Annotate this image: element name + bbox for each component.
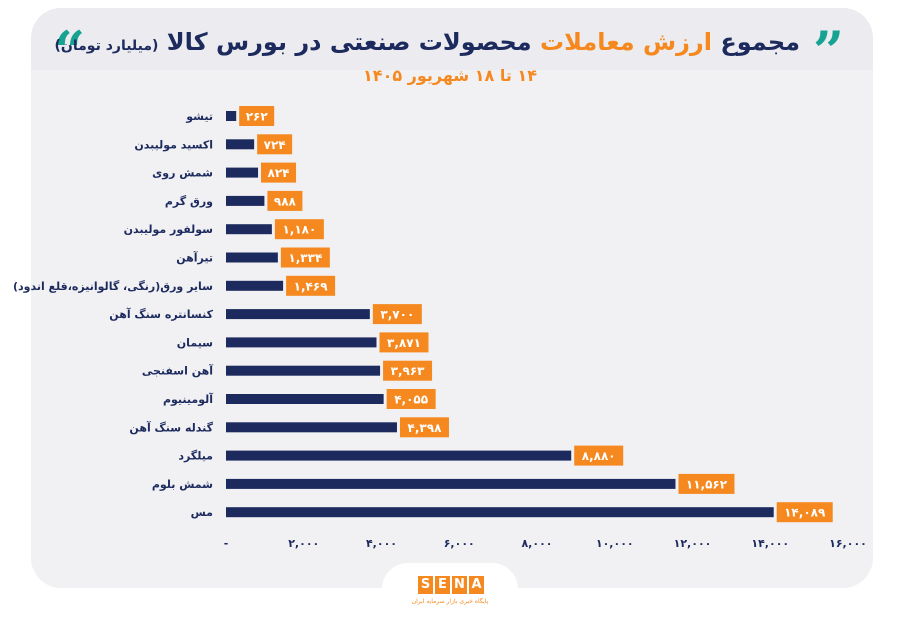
x-tick-label-7: ۱۴,۰۰۰ <box>751 537 789 550</box>
x-tick-label-1: ۲,۰۰۰ <box>288 537 319 550</box>
title-prefix: مجموع <box>720 28 800 56</box>
category-label-13: شمش بلوم <box>152 478 213 491</box>
logo-letter-n: N <box>452 576 467 594</box>
title-unit: (میلیارد تومان) <box>54 38 159 54</box>
header-band <box>31 8 873 70</box>
category-label-6: سایر ورق(رنگی، گالوانیزه،قلع اندود) <box>13 280 213 293</box>
bar-0 <box>226 111 237 121</box>
sena-logo: S E N A <box>418 576 484 594</box>
bar-12 <box>226 450 572 461</box>
category-label-12: میلگرد <box>178 450 213 463</box>
value-box-8 <box>379 332 429 353</box>
category-label-8: سیمان <box>177 336 213 349</box>
category-label-14: مس <box>191 506 213 519</box>
bar-13 <box>226 478 676 489</box>
value-box-4 <box>274 219 324 240</box>
bar-7 <box>226 309 370 320</box>
category-label-1: اکسید مولیبدن <box>134 138 213 151</box>
value-box-3 <box>267 190 303 211</box>
x-tick-label-6: ۱۲,۰۰۰ <box>674 537 712 550</box>
logo-letter-a: A <box>469 576 484 594</box>
value-box-12 <box>574 445 624 466</box>
value-label-4: ۱,۱۸۰ <box>282 223 316 237</box>
category-label-10: آلومینیوم <box>163 392 213 406</box>
value-label-9: ۳,۹۶۳ <box>391 364 426 378</box>
value-label-6: ۱,۴۶۹ <box>294 279 329 293</box>
title-rest: محصولات صنعتی در بورس کالا <box>166 28 532 56</box>
quote-open-icon: “ <box>54 24 86 64</box>
chart-subtitle: ۱۴ تا ۱۸ شهریور ۱۴۰۵ <box>363 66 537 85</box>
x-tick-label-2: ۴,۰۰۰ <box>366 537 397 550</box>
value-label-5: ۱,۳۳۴ <box>288 251 322 265</box>
quote-close-icon: ” <box>813 24 845 64</box>
value-box-10 <box>386 389 436 409</box>
x-tick-label-3: ۶,۰۰۰ <box>444 537 475 550</box>
x-tick-label-5: ۱۰,۰۰۰ <box>596 537 634 550</box>
logo-letter-s: S <box>418 576 433 594</box>
bar-11 <box>226 422 397 433</box>
value-box-6 <box>286 275 336 296</box>
value-label-10: ۴,۰۵۵ <box>394 393 428 407</box>
category-label-5: تیرآهن <box>176 251 213 265</box>
value-label-1: ۷۲۴ <box>264 138 286 152</box>
bar-5 <box>226 252 278 263</box>
category-label-9: آهن اسفنجی <box>142 364 213 378</box>
logo-tab <box>382 563 518 623</box>
value-label-13: ۱۱,۵۶۲ <box>686 477 728 491</box>
category-label-11: گندله سنگ آهن <box>129 420 213 434</box>
x-tick-label-8: ۱۶,۰۰۰ <box>829 537 867 550</box>
value-label-11: ۴,۳۹۸ <box>408 421 443 435</box>
category-label-2: شمش روی <box>152 167 213 180</box>
logo-letter-e: E <box>435 576 450 594</box>
bar-8 <box>226 337 377 348</box>
logo-tagline: پایگاه خبری بازار سرمایه ایران <box>411 598 489 605</box>
value-box-2 <box>261 162 297 183</box>
value-label-2: ۸۲۴ <box>268 166 290 180</box>
value-label-0: ۲۶۲ <box>246 110 269 124</box>
bar-2 <box>226 167 259 178</box>
bar-6 <box>226 280 284 291</box>
chart-title: مجموع ارزش معاملات محصولات صنعتی در بورس… <box>55 28 800 56</box>
category-label-7: کنسانتره سنگ آهن <box>109 307 213 321</box>
category-label-3: ورق گرم <box>165 195 213 208</box>
value-box-11 <box>399 417 449 438</box>
value-label-3: ۹۸۸ <box>274 194 297 208</box>
value-label-8: ۳,۸۷۱ <box>387 336 421 350</box>
category-label-0: تیشو <box>185 110 213 123</box>
bar-1 <box>226 139 255 150</box>
value-box-14 <box>776 502 833 523</box>
bar-4 <box>226 224 272 235</box>
title-accent: ارزش معاملات <box>540 28 712 56</box>
value-box-9 <box>383 360 433 381</box>
bar-10 <box>226 394 384 404</box>
value-label-12: ۸,۸۸۰ <box>582 449 616 463</box>
value-box-7 <box>372 304 422 325</box>
category-label-4: سولفور مولیبدن <box>124 223 213 236</box>
value-label-14: ۱۴,۰۸۹ <box>784 506 826 520</box>
value-box-13 <box>678 473 735 494</box>
x-tick-label-0: - <box>224 537 229 550</box>
value-label-7: ۳,۷۰۰ <box>380 308 414 322</box>
x-tick-label-4: ۸,۰۰۰ <box>521 537 552 550</box>
bar-9 <box>226 365 381 376</box>
value-box-1 <box>257 134 293 155</box>
value-box-0 <box>239 106 275 126</box>
value-box-5 <box>280 247 330 268</box>
bar-14 <box>226 507 774 518</box>
bar-3 <box>226 195 265 206</box>
